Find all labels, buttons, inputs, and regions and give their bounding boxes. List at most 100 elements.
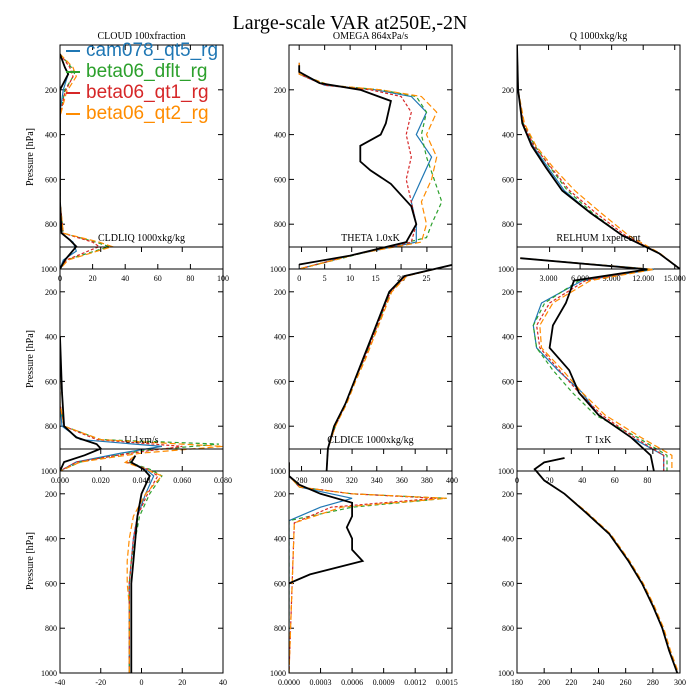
series-line-observed (130, 455, 151, 673)
x-tick-label: 12.000 (632, 274, 654, 283)
y-tick-label: 600 (274, 175, 286, 184)
y-axis-label: Pressure [hPa] (25, 532, 36, 590)
legend: cam078_qt5_rg beta06_dflt_rg beta06_qt1_… (66, 40, 218, 124)
series-line-beta06_dflt_rg (533, 457, 678, 673)
x-tick-label: 0.0006 (341, 678, 363, 687)
panel-title: THETA 1.0xK (341, 233, 400, 244)
y-tick-label: 400 (45, 333, 57, 342)
y-tick-label: 200 (502, 86, 514, 95)
y-tick-label: 600 (45, 175, 57, 184)
legend-swatch-beta06-dflt (66, 70, 80, 73)
x-tick-label: 15.000 (664, 274, 686, 283)
y-tick-label: 600 (274, 579, 286, 588)
y-tick-label: 600 (45, 579, 57, 588)
y-tick-label: 800 (45, 220, 57, 229)
panel-frame (59, 246, 224, 472)
x-tick-label: 0.040 (133, 476, 151, 485)
y-tick-label: 200 (274, 86, 286, 95)
panel-title: U 1xm/s (124, 435, 158, 446)
y-tick-label: 200 (274, 490, 286, 499)
x-tick-label: 40 (121, 274, 129, 283)
legend-label-cam078: cam078_qt5_rg (86, 40, 219, 61)
y-tick-label: 800 (274, 422, 286, 431)
series-line-beta06_qt1_rg (533, 457, 678, 673)
panel-frame (59, 44, 224, 270)
panel-3: Q 1000xkg/kg 200 400 600 800 1000 3.000 6.000 9.… (498, 31, 686, 283)
panel-title: CLDICE 1000xkg/kg (327, 435, 413, 446)
x-tick-label: 10 (346, 274, 354, 283)
x-tick-label: 0.060 (173, 476, 191, 485)
x-tick-label: 15 (372, 274, 380, 283)
y-tick-label: 1000 (41, 265, 57, 274)
x-tick-label: 280 (647, 678, 659, 687)
x-tick-label: 180 (511, 678, 523, 687)
x-tick-label: 200 (538, 678, 550, 687)
y-tick-label: 400 (274, 535, 286, 544)
y-tick-label: 800 (502, 220, 514, 229)
y-tick-label: 1000 (498, 265, 514, 274)
y-tick-label: 800 (502, 624, 514, 633)
series-line-beta06_qt1_rg (125, 455, 159, 673)
x-tick-label: 80 (186, 274, 194, 283)
y-tick-label: 800 (274, 624, 286, 633)
panel-5: THETA 1.0xK 200 400 600 800 1000 280 300 320 340 3… (270, 233, 458, 485)
series-line-beta06_qt1_rg (520, 257, 665, 471)
series-line-beta06_qt2_rg (289, 462, 447, 673)
x-tick-label: 280 (296, 476, 308, 485)
series-line-cam078_qt5_rg (533, 457, 678, 673)
x-tick-label: 3.000 (540, 274, 558, 283)
series-line-beta06_qt2_rg (520, 257, 673, 471)
y-tick-label: 1000 (498, 669, 514, 678)
y-tick-label: 400 (274, 131, 286, 140)
x-tick-label: 0.0000 (278, 678, 300, 687)
x-tick-label: 20 (178, 678, 186, 687)
panel-frame (288, 246, 453, 472)
y-tick-label: 400 (502, 535, 514, 544)
x-tick-label: 340 (371, 476, 383, 485)
x-tick-label: 220 (565, 678, 577, 687)
x-tick-label: 60 (611, 476, 619, 485)
series-line-beta06_dflt_rg (128, 455, 163, 673)
x-tick-label: 240 (593, 678, 605, 687)
series-line-observed (289, 462, 365, 585)
panel-frame (516, 448, 681, 674)
y-tick-label: 400 (274, 333, 286, 342)
x-tick-label: 20 (546, 476, 554, 485)
x-tick-label: 40 (578, 476, 586, 485)
series-line-observed (60, 53, 78, 269)
series-line-beta06_dflt_rg (289, 462, 447, 673)
x-tick-label: 6.000 (571, 274, 589, 283)
series-line-beta06_qt1_rg (60, 336, 183, 471)
legend-swatch-beta06-qt2 (66, 112, 80, 115)
y-tick-label: 800 (45, 624, 57, 633)
legend-item-cam078: cam078_qt5_rg (66, 40, 218, 61)
series-line-beta06_qt2_rg (60, 336, 223, 471)
series-line-beta06_qt2_rg (298, 62, 438, 269)
y-tick-label: 600 (45, 377, 57, 386)
x-tick-label: -20 (95, 678, 106, 687)
y-tick-label: 600 (502, 579, 514, 588)
y-tick-label: 800 (45, 422, 57, 431)
y-tick-label: 400 (45, 131, 57, 140)
x-tick-label: 260 (620, 678, 632, 687)
y-tick-label: 200 (274, 288, 286, 297)
x-tick-label: 80 (643, 476, 651, 485)
x-tick-label: 0 (297, 274, 301, 283)
y-tick-label: 600 (502, 377, 514, 386)
panel-frame (516, 44, 681, 270)
series-line-observed (298, 65, 418, 266)
x-tick-label: 20 (89, 274, 97, 283)
y-tick-label: 200 (502, 490, 514, 499)
x-tick-label: 0 (140, 678, 144, 687)
x-tick-label: 25 (423, 274, 431, 283)
panel-frame (516, 246, 681, 472)
series-line-observed (60, 336, 103, 471)
series-line-beta06_qt2_rg (517, 45, 680, 269)
legend-item-beta06-qt2: beta06_qt2_rg (66, 103, 218, 124)
y-tick-label: 400 (45, 535, 57, 544)
y-tick-label: 800 (502, 422, 514, 431)
